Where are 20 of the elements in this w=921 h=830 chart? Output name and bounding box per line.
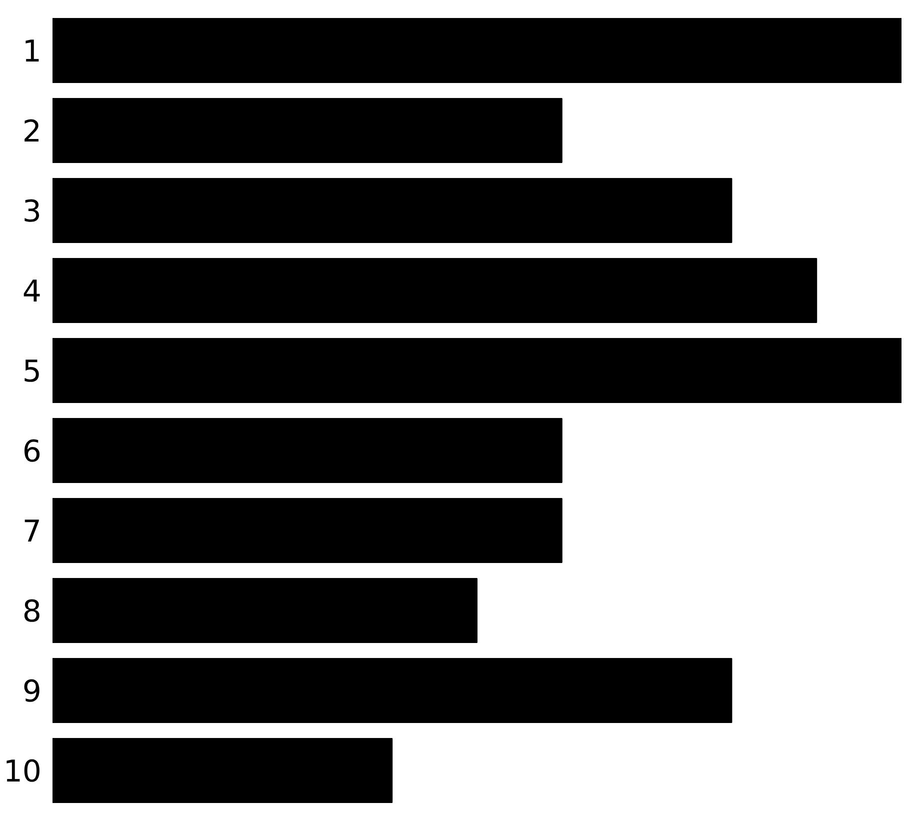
y-tick-label: 6 <box>22 434 42 470</box>
y-tick-label: 1 <box>22 34 42 70</box>
bar <box>52 338 902 403</box>
bar <box>52 258 818 323</box>
bar <box>52 178 732 243</box>
bar <box>52 418 562 483</box>
y-tick-label: 4 <box>22 274 42 310</box>
y-tick-label: 10 <box>3 754 42 790</box>
y-tick-label: 3 <box>22 194 42 230</box>
bar <box>52 18 902 83</box>
y-tick-label: 5 <box>22 354 42 390</box>
bar <box>52 98 562 163</box>
y-tick-label: 7 <box>22 514 42 550</box>
bar <box>52 658 732 723</box>
bar <box>52 738 393 803</box>
y-tick-label: 2 <box>22 114 42 150</box>
y-tick-label: 9 <box>22 674 42 710</box>
bar <box>52 498 562 563</box>
y-tick-label: 8 <box>22 594 42 630</box>
bar <box>52 578 478 643</box>
